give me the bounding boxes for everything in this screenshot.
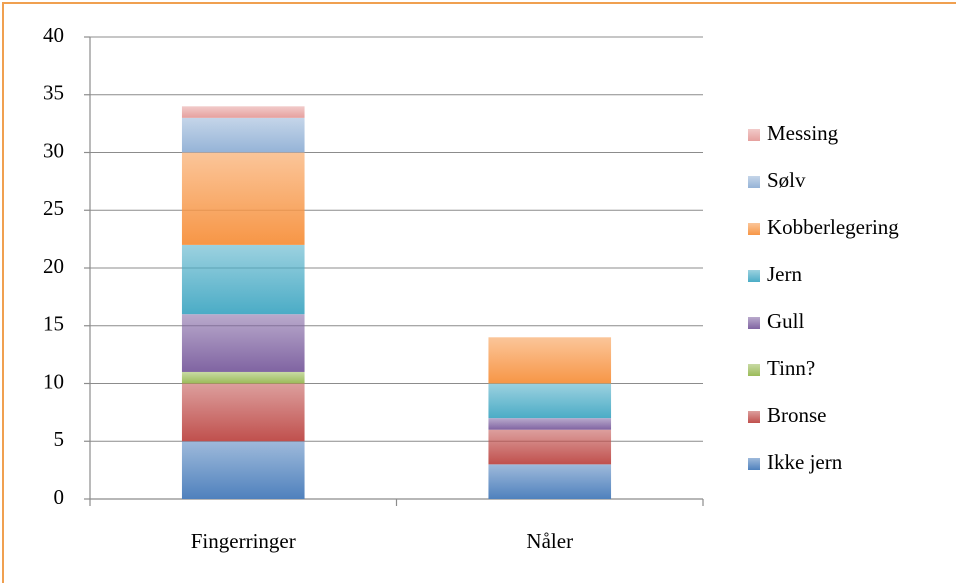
bar-segment (488, 429, 612, 465)
x-tick-label: Fingerringer (191, 529, 296, 553)
legend-swatch (748, 458, 760, 470)
legend-label: Gull (767, 309, 805, 333)
y-tick-label: 40 (43, 23, 64, 47)
legend-label: Sølv (767, 168, 806, 192)
bar-segment (181, 117, 305, 153)
y-tick-label: 15 (43, 312, 64, 336)
y-tick-label: 20 (43, 254, 64, 278)
legend-swatch (748, 364, 760, 376)
bar-segment (181, 244, 305, 315)
y-tick-label: 0 (54, 485, 65, 509)
bar-segment (181, 441, 305, 499)
y-tick-label: 10 (43, 369, 64, 393)
legend-swatch (748, 223, 760, 235)
bar-segment (488, 383, 612, 419)
y-tick-label: 5 (54, 427, 65, 451)
legend-label: Jern (767, 262, 802, 286)
y-tick-label: 25 (43, 196, 64, 220)
bar-segment (488, 418, 612, 430)
y-tick-label: 35 (43, 81, 64, 105)
x-tick-label: Nåler (526, 529, 573, 553)
bar-segment (488, 337, 612, 384)
bar-segment (488, 464, 612, 499)
legend-label: Messing (767, 121, 839, 145)
bar-segment (181, 383, 305, 442)
legend-swatch (748, 317, 760, 329)
legend-label: Tinn? (767, 356, 815, 380)
legend-swatch (748, 411, 760, 423)
legend-label: Bronse (767, 403, 827, 427)
bar-segment (181, 106, 305, 118)
bar-segment (181, 314, 305, 372)
legend-label: Ikke jern (767, 450, 843, 474)
legend-swatch (748, 176, 760, 188)
bar-segment (181, 371, 305, 384)
bar-segment (181, 152, 305, 245)
legend-swatch (748, 129, 760, 141)
y-tick-label: 30 (43, 138, 64, 162)
legend-label: Kobberlegering (767, 215, 899, 239)
legend-swatch (748, 270, 760, 282)
